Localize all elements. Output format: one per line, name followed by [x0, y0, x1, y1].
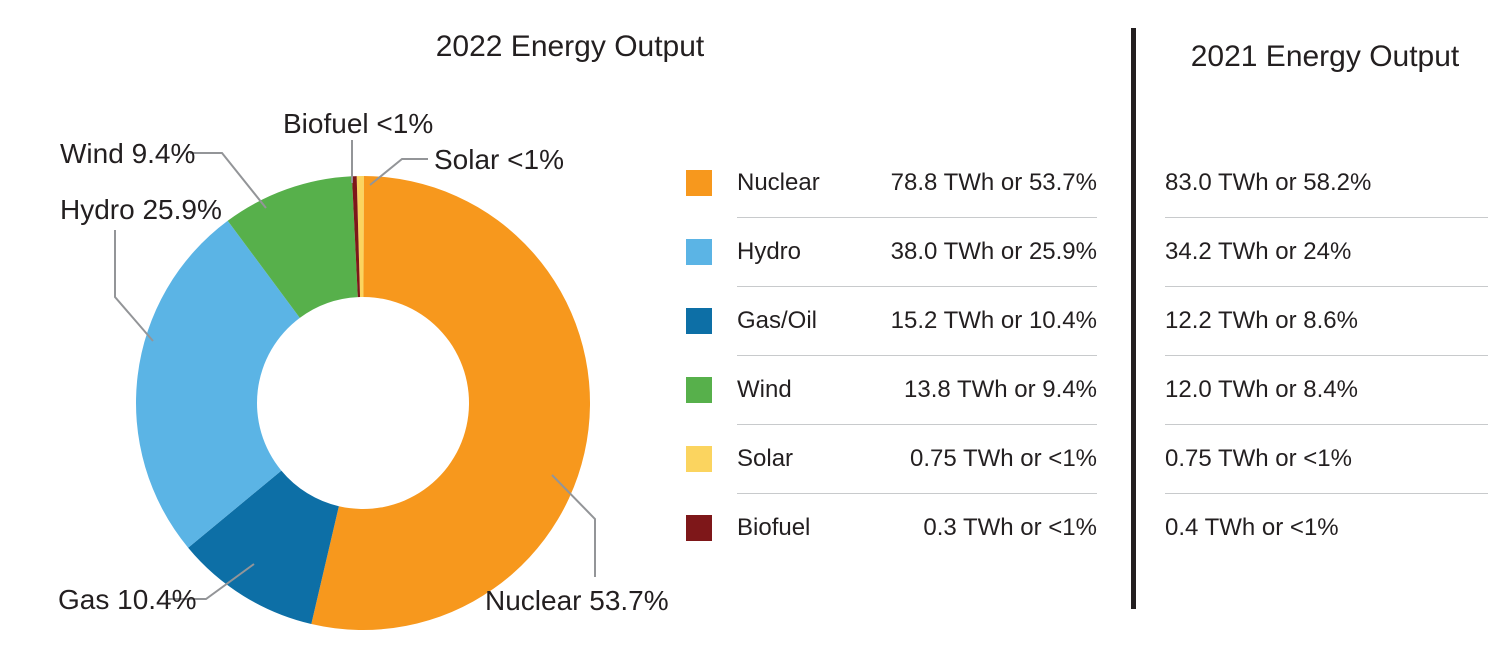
callout-biofuel: Biofuel <1%: [283, 108, 434, 139]
legend-row-wind: Wind 13.8 TWh or 9.4%: [686, 357, 1097, 423]
value-2021: 0.4 TWh or <1%: [1165, 514, 1339, 541]
value-2021: 34.2 TWh or 24%: [1165, 238, 1352, 265]
legend-label: Hydro: [737, 238, 802, 265]
legend-row-solar: Solar 0.75 TWh or <1%: [686, 426, 1097, 492]
donut-segment-solar: [356, 175, 364, 298]
legend-value: 15.2 TWh or 10.4%: [890, 307, 1097, 334]
row-separator: [1165, 286, 1488, 287]
callout-gas: Gas 10.4%: [58, 584, 197, 615]
value-row-biofuel-2021: 0.4 TWh or <1%: [1165, 495, 1492, 561]
wind-color-swatch: [686, 377, 712, 403]
leader-line-hydro: [114, 230, 154, 342]
legend-row-biofuel: Biofuel 0.3 TWh or <1%: [686, 495, 1097, 561]
value-row-gas-oil-2021: 12.2 TWh or 8.6%: [1165, 288, 1492, 354]
values-2021: 83.0 TWh or 58.2% 34.2 TWh or 24% 12.2 T…: [1165, 150, 1492, 630]
row-separator: [737, 424, 1097, 425]
panel-divider: [1131, 28, 1136, 609]
hydro-color-swatch: [686, 239, 712, 265]
value-row-hydro-2021: 34.2 TWh or 24%: [1165, 219, 1492, 285]
legend-label: Nuclear: [737, 169, 820, 196]
row-separator: [737, 493, 1097, 494]
donut-segment-gas-oil: [188, 470, 339, 625]
value-2021: 12.0 TWh or 8.4%: [1165, 376, 1358, 403]
leader-line-gas: [168, 563, 255, 600]
row-separator: [737, 217, 1097, 218]
chart-title-2022: 2022 Energy Output: [435, 30, 705, 63]
row-separator: [1165, 424, 1488, 425]
value-row-solar-2021: 0.75 TWh or <1%: [1165, 426, 1492, 492]
chart-title-2021: 2021 Energy Output: [1190, 40, 1460, 73]
donut-segment-hydro: [136, 220, 300, 548]
biofuel-color-swatch: [686, 515, 712, 541]
value-row-wind-2021: 12.0 TWh or 8.4%: [1165, 357, 1492, 423]
callout-hydro: Hydro 25.9%: [60, 194, 222, 225]
value-row-nuclear-2021: 83.0 TWh or 58.2%: [1165, 150, 1492, 216]
leader-line-nuclear: [551, 474, 596, 577]
legend-label: Gas/Oil: [737, 307, 818, 334]
legend-value: 13.8 TWh or 9.4%: [904, 376, 1097, 403]
row-separator: [1165, 217, 1488, 218]
legend-2022: Nuclear 78.8 TWh or 53.7% Hydro 38.0 TWh…: [686, 150, 1097, 630]
nuclear-color-swatch: [686, 170, 712, 196]
leader-line-wind: [190, 152, 267, 209]
donut-segment-biofuel: [351, 176, 361, 298]
legend-row-nuclear: Nuclear 78.8 TWh or 53.7%: [686, 150, 1097, 216]
legend-value: 78.8 TWh or 53.7%: [890, 169, 1097, 196]
callout-solar: Solar <1%: [434, 144, 564, 175]
row-separator: [737, 286, 1097, 287]
leader-line-solar: [369, 158, 428, 186]
donut-chart: [114, 140, 596, 630]
legend-label: Biofuel: [737, 514, 811, 541]
legend-value: 38.0 TWh or 25.9%: [890, 238, 1097, 265]
gas-oil-color-swatch: [686, 308, 712, 334]
legend-value: 0.75 TWh or <1%: [910, 445, 1097, 472]
solar-color-swatch: [686, 446, 712, 472]
row-separator: [1165, 493, 1488, 494]
legend-label: Wind: [737, 376, 792, 403]
value-2021: 83.0 TWh or 58.2%: [1165, 169, 1372, 196]
value-2021: 0.75 TWh or <1%: [1165, 445, 1352, 472]
donut-segment-nuclear: [311, 176, 591, 630]
donut-segment-wind: [227, 176, 358, 318]
value-2021: 12.2 TWh or 8.6%: [1165, 307, 1358, 334]
row-separator: [737, 355, 1097, 356]
callout-nuclear: Nuclear 53.7%: [485, 585, 669, 616]
legend-row-hydro: Hydro 38.0 TWh or 25.9%: [686, 219, 1097, 285]
callout-wind: Wind 9.4%: [60, 138, 196, 169]
legend-label: Solar: [737, 445, 794, 472]
row-separator: [1165, 355, 1488, 356]
legend-row-gas-oil: Gas/Oil 15.2 TWh or 10.4%: [686, 288, 1097, 354]
legend-value: 0.3 TWh or <1%: [923, 514, 1097, 541]
